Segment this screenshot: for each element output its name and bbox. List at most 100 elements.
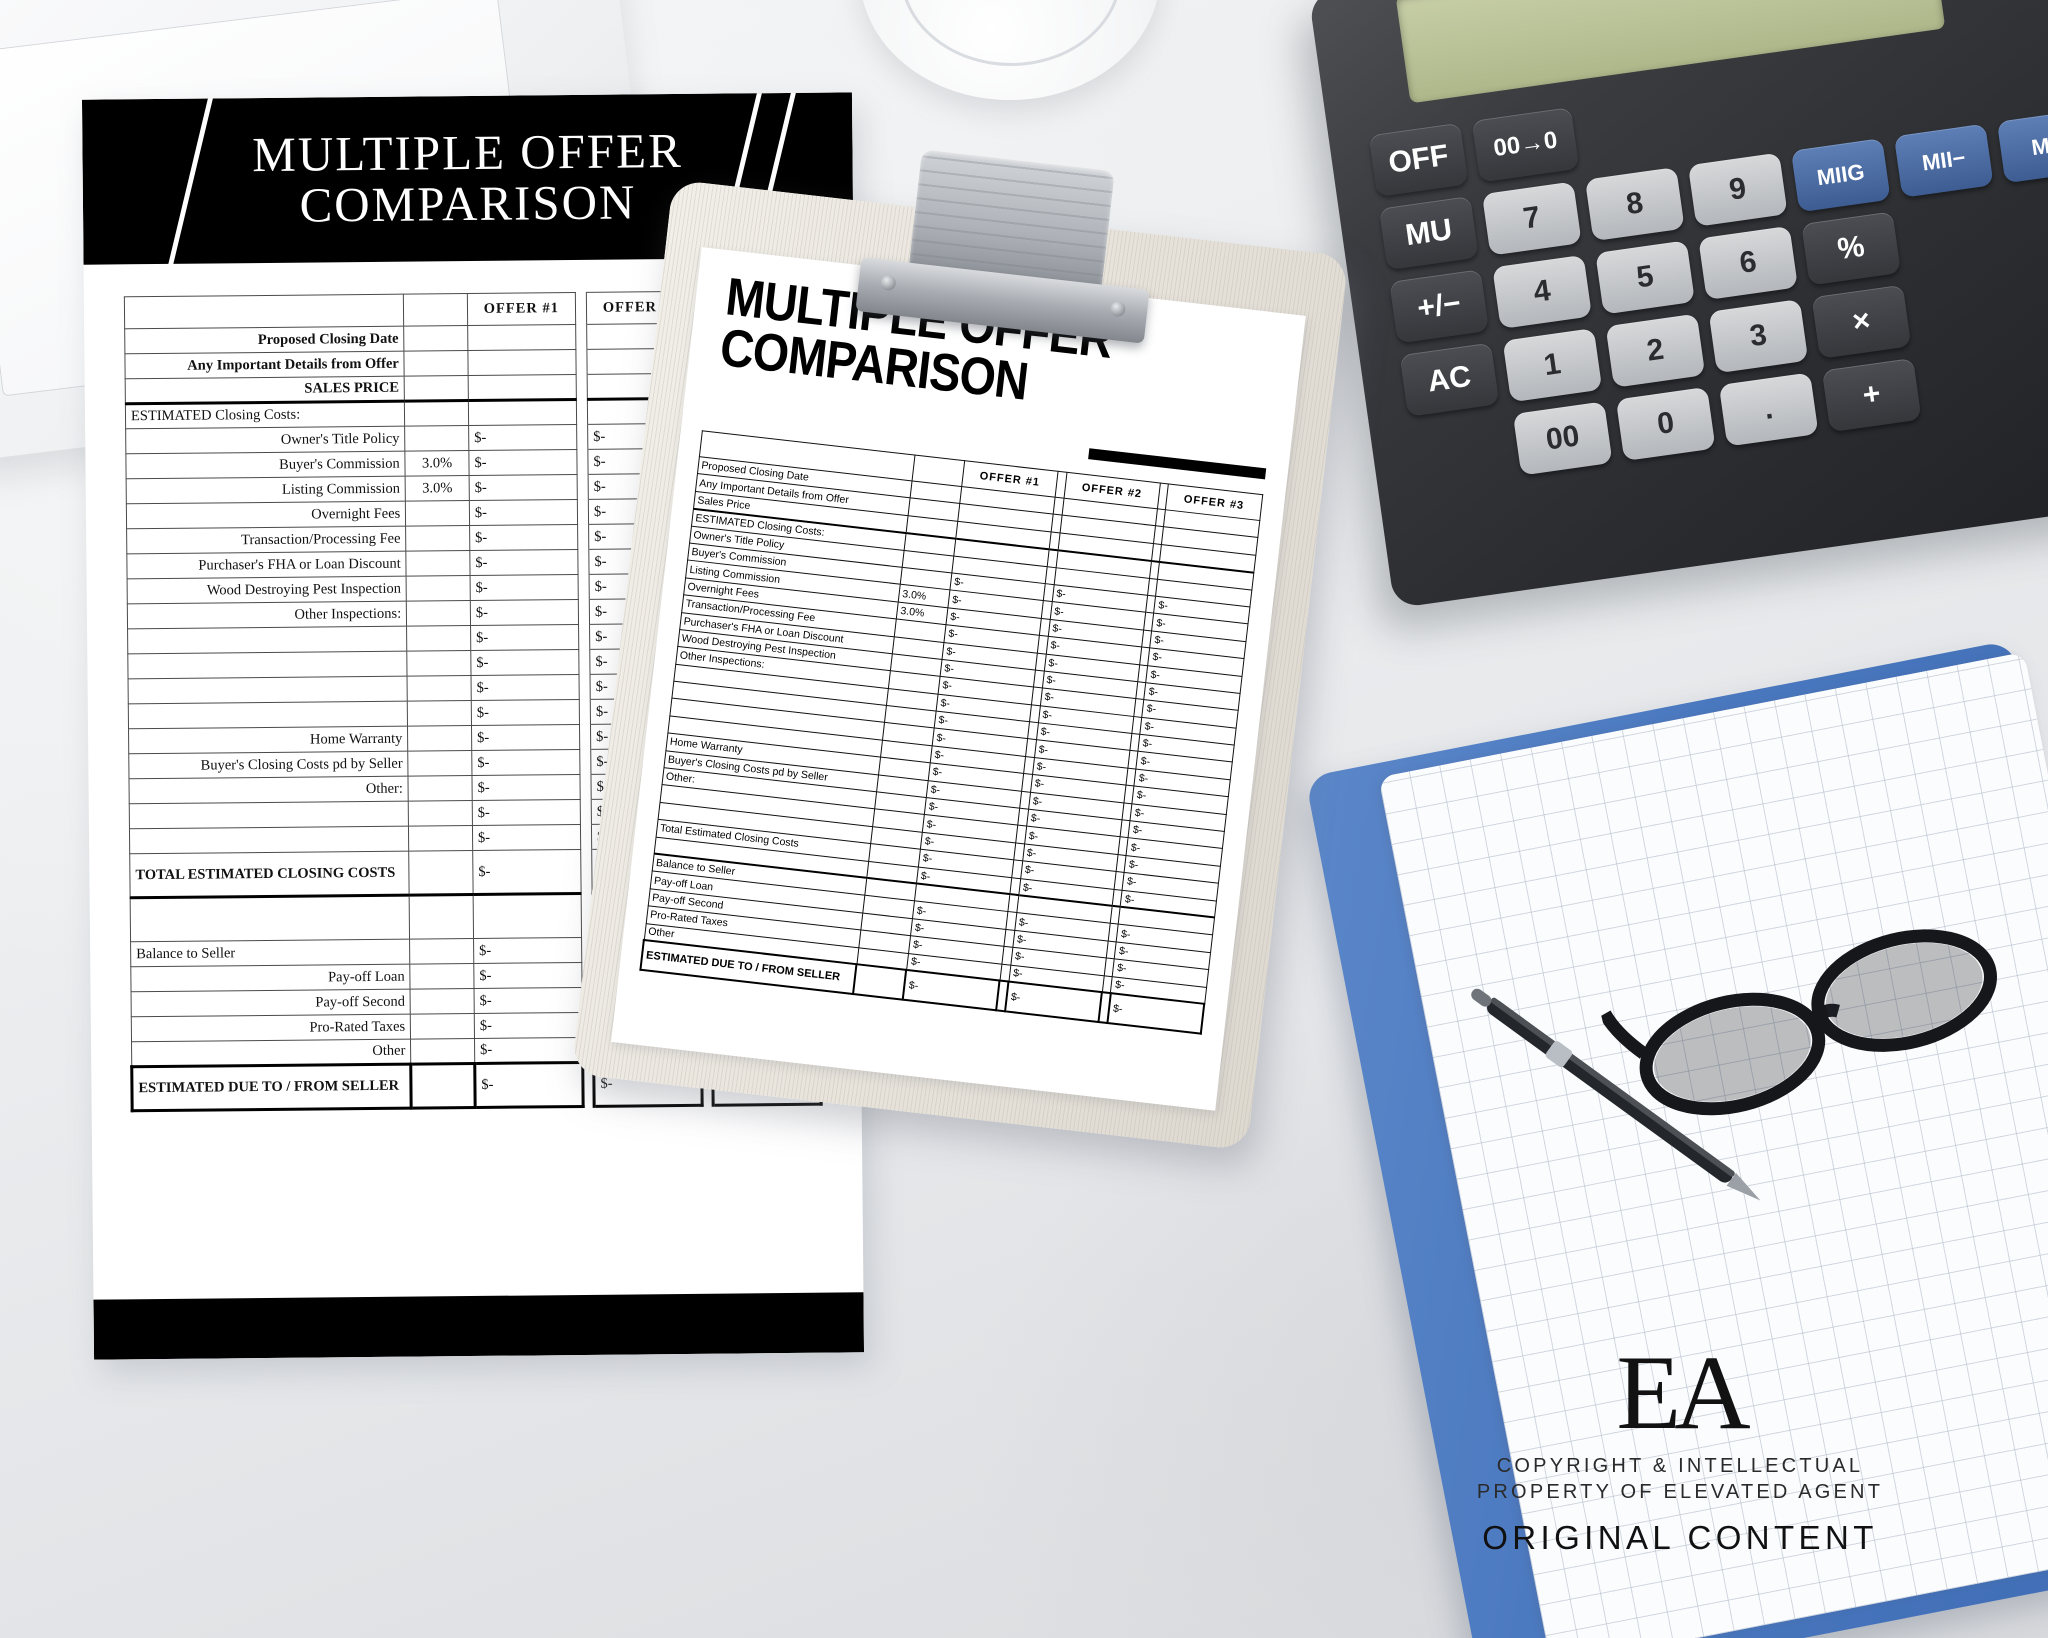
clamp-rivet-left [879, 274, 897, 292]
table-cell-percent [404, 425, 469, 452]
table-cell-percent [408, 850, 474, 896]
column-gap [580, 849, 593, 894]
table-cell-offer-1: $- [472, 849, 581, 895]
calculator-key-7: 7 [1481, 181, 1582, 256]
column-header-offer-1: OFFER #1 [467, 292, 576, 326]
table-cell-percent [406, 550, 470, 577]
table-cell-percent [407, 675, 472, 702]
column-gap [577, 549, 590, 575]
table-cell-label: Wood Destroying Pest Inspection [127, 576, 407, 604]
table-cell-percent [411, 1063, 476, 1109]
calculator-key-multiply: × [1811, 284, 1912, 359]
calculator-key-mii: MII [1996, 109, 2048, 184]
clipboard-worksheet-document: MULTIPLE OFFER COMPARISON OFFER #1 OFFER … [611, 247, 1306, 1111]
table-cell-percent [409, 938, 474, 965]
calculator-key-0: 0 [1615, 386, 1716, 462]
calculator-key-plusminus: +/− [1389, 269, 1489, 344]
column-gap [577, 574, 590, 600]
calculator-key-off: OFF [1368, 122, 1469, 197]
table-cell-label: Overnight Fees [126, 501, 406, 529]
copyright-line-1: COPYRIGHT & INTELLECTUAL [1496, 1455, 1864, 1478]
table-cell-offer-1: $- [471, 749, 580, 776]
table-cell-percent [408, 800, 473, 827]
table-cell-offer-1 [467, 324, 576, 351]
table-cell-offer-1: $- [470, 624, 579, 651]
column-gap [579, 699, 591, 725]
original-content-tagline: ORIGINAL CONTENT [1482, 1518, 1878, 1556]
clipboard-title-rule [1088, 448, 1267, 480]
table-cell-percent: 3.0% [405, 450, 470, 477]
calculator-key-4: 4 [1492, 254, 1592, 329]
flat-sheet-title-line1: MULTIPLE OFFER [251, 122, 683, 182]
column-gap [576, 424, 588, 450]
column-gap [578, 599, 590, 625]
table-cell-label: SALES PRICE [125, 376, 405, 404]
table-cell-offer-1: $- [471, 724, 580, 751]
table-cell-offer-1: $- [468, 449, 577, 476]
table-cell-offer-1 [468, 399, 577, 426]
column-gap [575, 324, 587, 350]
flat-sheet-title: MULTIPLE OFFER COMPARISON [251, 122, 683, 233]
table-cell-offer-1: $- [471, 774, 580, 801]
column-gap [579, 724, 591, 750]
calculator-key-mii-minus: MII− [1893, 123, 1994, 198]
calculator-key-doublezero: 00 [1512, 401, 1613, 476]
table-cell-percent: 3.0% [405, 475, 470, 502]
table-cell-offer-1 [473, 893, 582, 939]
table-cell-label: Other Inspections: [127, 601, 407, 629]
column-gap [578, 624, 590, 650]
table-cell-label: Proposed Closing Date [124, 326, 405, 354]
table-cell-percent [408, 750, 472, 777]
header-slash-decoration [162, 92, 216, 287]
table-cell-label [127, 651, 408, 679]
table-cell-offer-1: $- [470, 674, 580, 701]
table-cell-offer-1: $- [472, 799, 581, 826]
table-cell-label: Purchaser's FHA or Loan Discount [126, 551, 407, 579]
calculator-key-2: 2 [1605, 313, 1706, 388]
column-gap [575, 349, 588, 375]
table-cell-offer-1: $- [474, 1012, 583, 1039]
column-gap [576, 474, 589, 500]
column-gap [578, 674, 591, 700]
table-cell-offer-1: $- [471, 699, 580, 726]
table-cell-offer-1: $- [474, 1062, 583, 1108]
table-cell-percent [408, 775, 473, 802]
table-cell-label [128, 676, 408, 704]
table-cell-label: Pro-Rated Taxes [131, 1014, 411, 1042]
table-cell-label: Other [131, 1039, 412, 1067]
table-cell-percent [406, 600, 471, 627]
table-cell-percent [406, 575, 471, 602]
clipboard-clamp [855, 144, 1162, 344]
copyright-line-2: PROPERTY OF ELEVATED AGENT [1476, 1481, 1884, 1504]
table-cell-offer-1: $- [469, 524, 578, 551]
calculator-key-miig: MIIG [1790, 138, 1891, 213]
table-cell-percent [404, 375, 469, 402]
table-cell-label: Other: [128, 776, 409, 804]
table-cell-label: Buyer's Closing Costs pd by Seller [128, 751, 409, 779]
table-cell-offer-1 [467, 349, 576, 376]
calculator-key-00to0: 00→0 [1471, 107, 1580, 183]
calculator-key-3: 3 [1708, 299, 1809, 374]
table-cell-label: Pay-off Second [131, 989, 411, 1017]
table-cell-offer-1: $- [469, 574, 579, 601]
table-cell-label [128, 701, 408, 729]
table-cell-offer-1: $- [473, 987, 583, 1014]
table-cell-percent [410, 963, 474, 990]
calculator-key-5: 5 [1595, 240, 1695, 315]
clamp-rivet-right [1109, 300, 1127, 318]
column-gap [579, 774, 592, 800]
table-cell-percent [405, 500, 470, 527]
table-cell-offer-1: $- [469, 549, 578, 576]
table-cell-percent [408, 825, 473, 852]
table-cell-percent [403, 325, 468, 352]
calculator-key-ac: AC [1399, 342, 1500, 417]
table-cell-label: Pay-off Loan [130, 964, 411, 992]
column-gap [575, 292, 587, 325]
pen-prop [1462, 977, 1773, 1216]
calculator-key-percent: % [1801, 211, 1901, 286]
table-cell-percent [405, 525, 470, 552]
table-cell-offer-1: $- [470, 599, 579, 626]
table-cell-label: Home Warranty [128, 726, 409, 754]
table-cell-label: Listing Commission [126, 476, 406, 504]
table-cell-offer-1: $- [469, 474, 578, 501]
